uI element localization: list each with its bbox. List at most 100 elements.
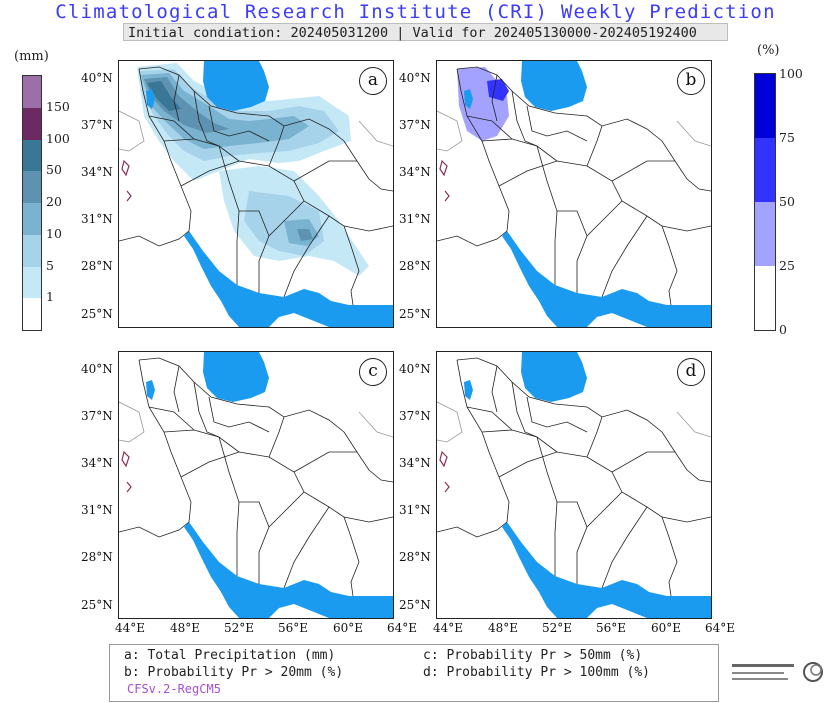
province-border bbox=[456, 359, 510, 523]
left-colorbar-swatch bbox=[23, 107, 41, 140]
province-border bbox=[586, 125, 603, 167]
province-border bbox=[293, 451, 357, 473]
coast-outline bbox=[121, 159, 130, 177]
latitude-label: 28°N bbox=[399, 259, 431, 273]
left-colorbar-tick-label: 10 bbox=[46, 225, 62, 241]
longitude-label: 48°E bbox=[170, 621, 201, 635]
precip-zone-50mm bbox=[147, 81, 181, 111]
latitude-label: 40°N bbox=[399, 71, 431, 85]
latitude-label: 31°N bbox=[81, 503, 113, 517]
latitude-label: 31°N bbox=[81, 212, 113, 226]
province-border bbox=[526, 105, 588, 142]
province-border bbox=[576, 491, 623, 584]
right-colorbar-tick-label: 0 bbox=[779, 322, 787, 337]
latitude-label: 34°N bbox=[399, 456, 431, 470]
province-border bbox=[498, 451, 678, 597]
latitude-label: 37°N bbox=[81, 118, 113, 132]
left-colorbar-swatch bbox=[23, 298, 41, 330]
persian-gulf bbox=[184, 231, 393, 327]
legend-item-d: d: Probability Pr > 100mm (%) bbox=[423, 665, 650, 680]
coast-outline bbox=[439, 450, 448, 468]
chart-subtitle: Initial condiation: 202405031200 | Valid… bbox=[123, 23, 728, 41]
latitude-label: 28°N bbox=[399, 550, 431, 564]
legend-item-a: a: Total Precipitation (mm) bbox=[124, 648, 336, 663]
country-border bbox=[119, 110, 145, 152]
latitude-label: 34°N bbox=[399, 165, 431, 179]
latitude-label: 31°N bbox=[399, 503, 431, 517]
caspian-sea bbox=[521, 61, 587, 111]
lake-urmia bbox=[464, 89, 473, 109]
caspian-sea bbox=[203, 61, 269, 111]
country-border bbox=[437, 110, 463, 152]
probability-zone-50pct bbox=[487, 79, 509, 101]
latitude-label: 34°N bbox=[81, 165, 113, 179]
lake-urmia bbox=[146, 89, 155, 109]
province-border bbox=[661, 225, 711, 232]
coast-outline bbox=[126, 481, 132, 493]
coast-outline bbox=[444, 481, 450, 493]
right-colorbar-tick-label: 25 bbox=[779, 258, 795, 273]
province-border bbox=[437, 521, 508, 538]
longitude-label: 60°E bbox=[651, 621, 682, 635]
left-colorbar-swatch bbox=[23, 76, 41, 108]
institute-logo bbox=[732, 662, 823, 682]
province-border bbox=[119, 230, 190, 247]
longitude-label: 52°E bbox=[542, 621, 573, 635]
left-colorbar-tick-label: 5 bbox=[46, 257, 54, 273]
latitude-label: 28°N bbox=[81, 550, 113, 564]
persian-gulf bbox=[502, 231, 711, 327]
province-border bbox=[239, 501, 270, 528]
province-border bbox=[601, 215, 648, 298]
province-border bbox=[239, 210, 270, 237]
coast-outline bbox=[444, 190, 450, 202]
latitude-label: 37°N bbox=[81, 409, 113, 423]
province-border bbox=[576, 200, 623, 293]
left-colorbar-tick-label: 1 bbox=[46, 289, 54, 305]
map-panel-a: a bbox=[118, 60, 394, 328]
province-border bbox=[557, 210, 588, 237]
province-border bbox=[456, 68, 510, 232]
longitude-label: 64°E bbox=[705, 621, 736, 635]
right-colorbar-tick-label: 100 bbox=[779, 66, 803, 81]
map-panel-c: c bbox=[118, 351, 394, 619]
province-border bbox=[511, 381, 538, 438]
left-colorbar-tick-label: 50 bbox=[46, 162, 62, 178]
province-border bbox=[163, 138, 240, 162]
province-border bbox=[163, 429, 240, 453]
coast-outline bbox=[439, 159, 448, 177]
province-border bbox=[466, 115, 513, 140]
coast-outline bbox=[126, 190, 132, 202]
province-border bbox=[293, 160, 357, 182]
province-border bbox=[601, 506, 648, 589]
map-panel-b: b bbox=[436, 60, 712, 328]
latitude-label: 25°N bbox=[399, 598, 431, 612]
province-border bbox=[611, 160, 675, 182]
panel-tag-b: b bbox=[677, 67, 705, 95]
province-border bbox=[661, 516, 711, 523]
province-border bbox=[173, 74, 180, 122]
province-border bbox=[511, 90, 538, 147]
province-border bbox=[138, 359, 192, 523]
lake-urmia bbox=[146, 380, 155, 400]
province-border bbox=[180, 160, 360, 306]
panel-tag-d: d bbox=[677, 358, 705, 386]
province-border bbox=[193, 381, 220, 438]
province-border bbox=[557, 501, 588, 528]
province-border bbox=[466, 406, 513, 431]
latitude-label: 34°N bbox=[81, 456, 113, 470]
left-colorbar-swatch bbox=[23, 266, 41, 299]
longitude-label: 48°E bbox=[488, 621, 519, 635]
province-border bbox=[268, 416, 285, 458]
province-border bbox=[138, 68, 192, 232]
latitude-label: 25°N bbox=[81, 598, 113, 612]
province-border bbox=[481, 429, 558, 453]
persian-gulf bbox=[502, 522, 711, 618]
longitude-label: 56°E bbox=[278, 621, 309, 635]
country-border bbox=[437, 401, 463, 443]
province-border bbox=[437, 230, 508, 247]
chart-title: Climatological Research Institute (CRI) … bbox=[55, 1, 776, 23]
left-colorbar-unit: (mm) bbox=[14, 49, 49, 64]
latitude-label: 37°N bbox=[399, 409, 431, 423]
left-colorbar-tick-label: 20 bbox=[46, 194, 62, 209]
country-border bbox=[358, 120, 393, 147]
